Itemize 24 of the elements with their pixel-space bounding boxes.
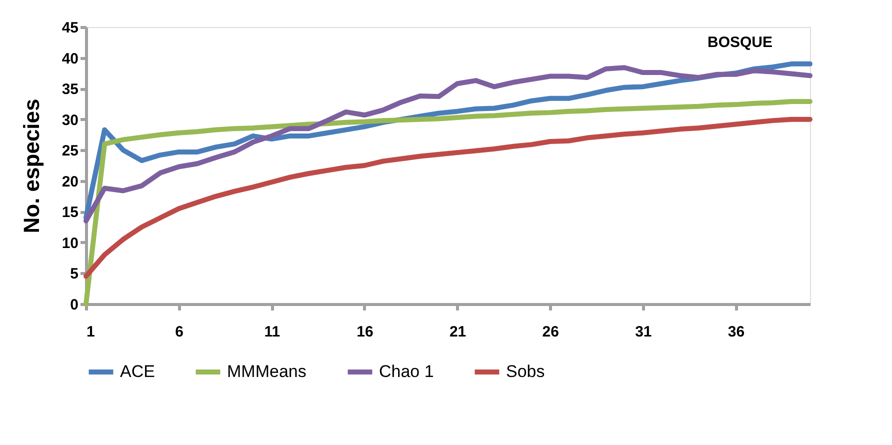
legend-label: Sobs — [506, 362, 545, 381]
y-tick-label: 0 — [70, 296, 78, 314]
legend-label: Chao 1 — [379, 362, 434, 381]
x-tick-label: 31 — [635, 324, 652, 340]
x-tick-label: 21 — [449, 324, 466, 340]
x-tick-label: 26 — [542, 324, 559, 340]
x-tick-label: 1 — [86, 324, 95, 340]
legend-label: MMMeans — [227, 362, 306, 381]
x-tick-label: 6 — [175, 324, 184, 340]
y-tick-label: 35 — [62, 81, 78, 98]
y-tick-label: 30 — [62, 112, 78, 129]
y-tick-label: 20 — [62, 173, 78, 190]
legend-label: ACE — [120, 362, 155, 381]
y-tick-label: 45 — [62, 20, 78, 36]
chart-title: BOSQUE — [707, 34, 772, 51]
y-tick-label: 25 — [62, 142, 78, 160]
x-tick-label: 36 — [728, 324, 745, 340]
y-tick-label: 15 — [62, 204, 78, 222]
y-axis-title: No. especies — [18, 98, 44, 234]
y-tick-label: 10 — [62, 234, 78, 252]
x-tick-label: 16 — [356, 324, 374, 340]
y-tick-label: 5 — [70, 266, 78, 283]
y-tick-label: 40 — [62, 50, 78, 68]
x-tick-label: 11 — [264, 324, 280, 340]
